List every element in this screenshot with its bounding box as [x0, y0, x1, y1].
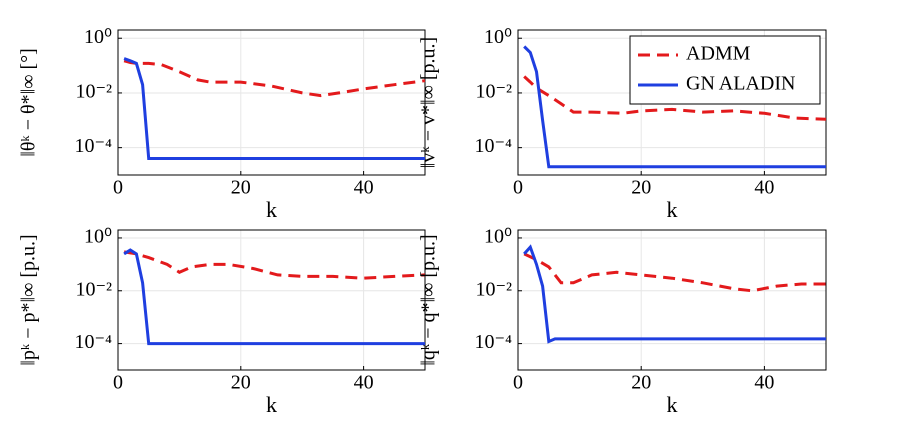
y-axis-label: ‖vᵏ − v*‖∞ [p.u.]: [418, 37, 440, 168]
x-tick-label: 40: [354, 372, 374, 394]
legend-label: ADMM: [686, 43, 751, 65]
y-tick-label: 10⁰: [484, 226, 512, 248]
y-tick-label: 10⁻²: [75, 278, 112, 300]
y-tick-label: 10⁰: [84, 226, 112, 248]
data-line: [123, 57, 425, 160]
plot-frame: [517, 229, 827, 371]
x-tick-label: 20: [631, 177, 651, 199]
x-axis-label: k: [266, 197, 277, 222]
data-line: [123, 59, 426, 98]
plot-area: [518, 230, 826, 370]
y-tick-label: 10⁰: [84, 26, 112, 48]
x-axis-label: k: [266, 392, 277, 417]
x-tick-label: 20: [231, 177, 251, 199]
data-line: [523, 75, 827, 121]
data-line: [523, 244, 826, 344]
legend-label: GN ALADIN: [686, 73, 795, 95]
plot-frame: [517, 29, 827, 176]
x-axis-label: k: [667, 197, 678, 222]
y-tick-label: 10⁻²: [475, 81, 512, 103]
y-tick-label: 10⁻²: [475, 278, 512, 300]
x-tick-label: 40: [754, 372, 774, 394]
y-axis-label: ‖θᵏ − θ*‖∞ [°]: [18, 48, 40, 157]
y-tick-label: 10⁻⁴: [74, 331, 112, 353]
x-tick-label: 20: [231, 372, 251, 394]
x-tick-label: 40: [354, 177, 374, 199]
plot-frame: [117, 29, 426, 176]
x-tick-label: 0: [113, 177, 123, 199]
data-line: [123, 248, 425, 346]
x-tick-label: 0: [513, 372, 523, 394]
y-axis-label: ‖qᵏ − q*‖∞ [p.u.]: [418, 234, 440, 365]
y-axis-label: ‖pᵏ − p*‖∞ [p.u.]: [18, 234, 40, 365]
x-tick-label: 0: [513, 177, 523, 199]
plot-frame: [117, 229, 426, 371]
data-line: [123, 250, 426, 280]
x-tick-label: 0: [113, 372, 123, 394]
plot-area: [118, 30, 425, 175]
y-tick-label: 10⁻⁴: [474, 135, 512, 157]
y-tick-label: 10⁻⁴: [474, 331, 512, 353]
y-tick-label: 10⁻⁴: [74, 135, 112, 157]
y-tick-label: 10⁻²: [75, 81, 112, 103]
x-tick-label: 40: [754, 177, 774, 199]
x-axis-label: k: [667, 392, 678, 417]
data-line: [523, 45, 826, 169]
x-tick-label: 20: [631, 372, 651, 394]
plot-area: [118, 230, 425, 370]
y-tick-label: 10⁰: [484, 26, 512, 48]
legend-box: [629, 35, 821, 105]
data-line: [523, 252, 826, 293]
